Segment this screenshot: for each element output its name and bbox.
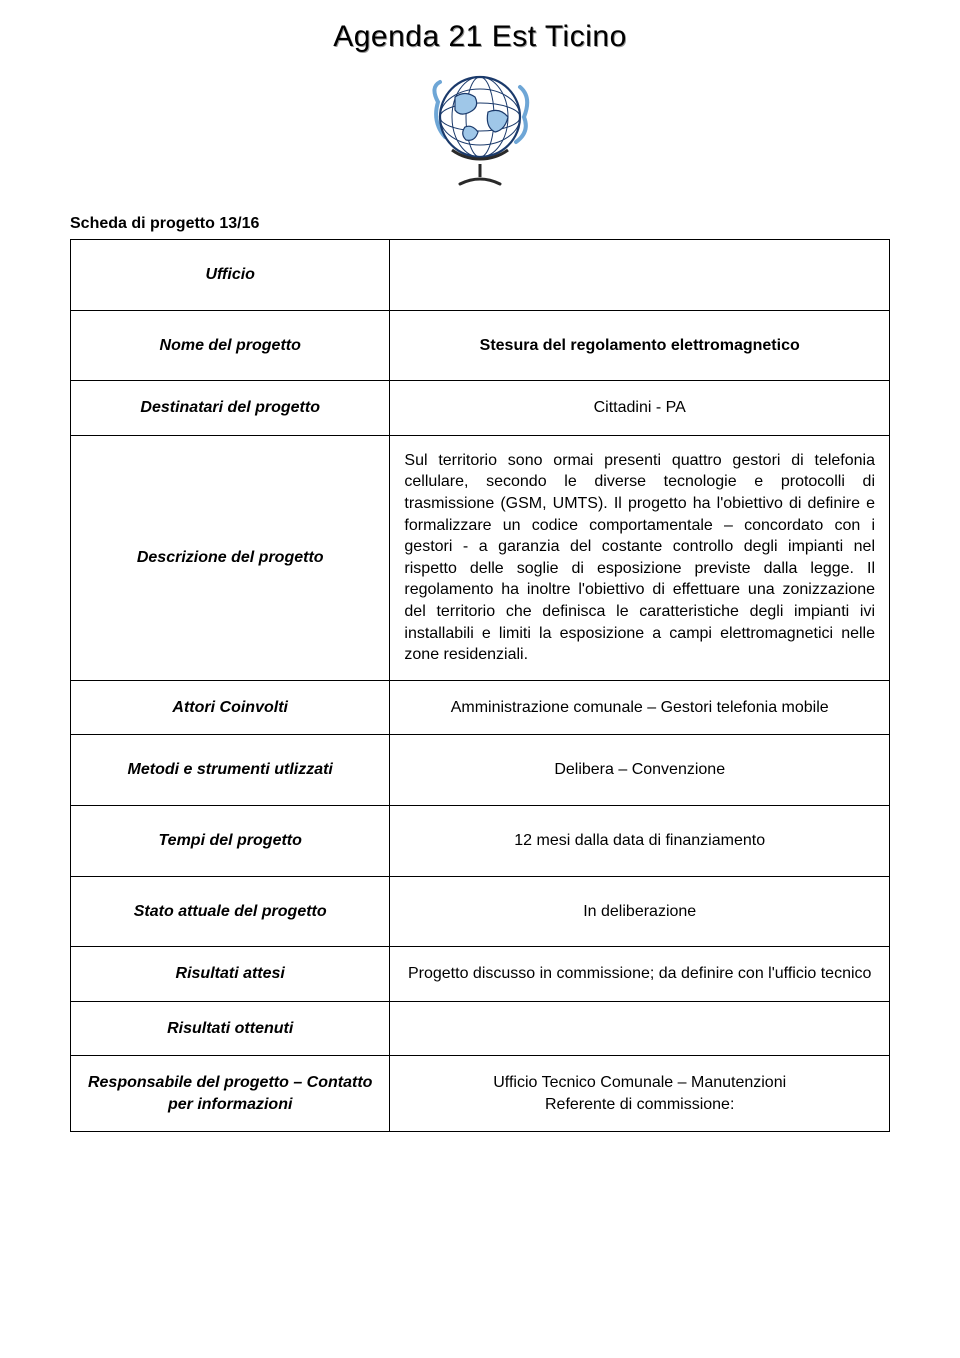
- value-stato: In deliberazione: [390, 877, 889, 947]
- value-nome: Stesura del regolamento elettromagnetico: [390, 311, 889, 381]
- label-stato: Stato attuale del progetto: [71, 877, 389, 947]
- value-ottenuti: [390, 1012, 889, 1044]
- project-table: Ufficio Nome del progetto Stesura del re…: [70, 239, 890, 1132]
- page: Agenda 21 Est Ticino Scheda di progetto …: [0, 0, 960, 1172]
- label-destinatari: Destinatari del progetto: [71, 381, 389, 435]
- value-responsabile: Ufficio Tecnico Comunale – Manutenzioni …: [390, 1056, 889, 1131]
- value-tempi: 12 mesi dalla data di finanziamento: [390, 806, 889, 876]
- label-descrizione: Descrizione del progetto: [71, 523, 389, 593]
- label-metodi: Metodi e strumenti utlizzati: [71, 735, 389, 805]
- value-responsabile-line2: Referente di commissione:: [545, 1096, 734, 1113]
- label-ufficio: Ufficio: [71, 240, 389, 310]
- globe-image: [70, 62, 890, 197]
- sheet-subtitle: Scheda di progetto 13/16: [70, 215, 480, 239]
- value-destinatari: Cittadini - PA: [390, 381, 889, 435]
- label-ottenuti: Risultati ottenuti: [71, 1002, 389, 1056]
- value-metodi: Delibera – Convenzione: [390, 735, 889, 805]
- value-descrizione: Sul territorio sono ormai presenti quatt…: [390, 436, 889, 680]
- value-attesi: Progetto discusso in commissione; da def…: [390, 947, 889, 1001]
- label-attori: Attori Coinvolti: [71, 681, 389, 735]
- label-tempi: Tempi del progetto: [71, 806, 389, 876]
- label-attesi: Risultati attesi: [71, 947, 389, 1001]
- page-title: Agenda 21 Est Ticino: [70, 20, 890, 54]
- label-responsabile: Responsabile del progetto – Contatto per…: [71, 1056, 389, 1131]
- value-attori: Amministrazione comunale – Gestori telef…: [390, 681, 889, 735]
- value-responsabile-line1: Ufficio Tecnico Comunale – Manutenzioni: [493, 1074, 786, 1091]
- label-nome: Nome del progetto: [71, 311, 389, 381]
- value-ufficio: [390, 251, 889, 299]
